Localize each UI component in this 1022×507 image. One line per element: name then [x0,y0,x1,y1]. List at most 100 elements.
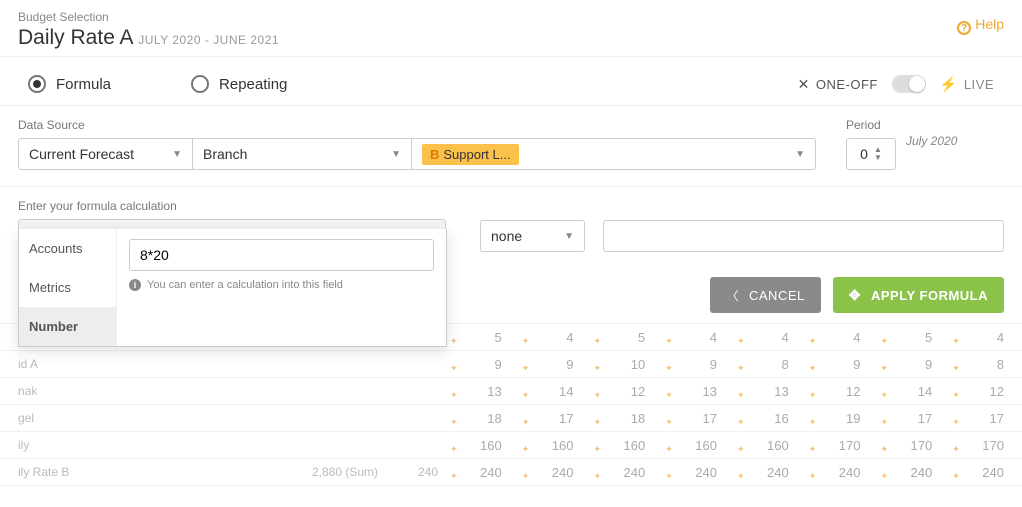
chevron-down-icon: ▼ [172,149,182,160]
popover-body: i You can enter a calculation into this … [117,229,446,346]
title-text: Daily Rate A [18,26,132,49]
period-value: 0 [860,146,868,162]
number-hint: i You can enter a calculation into this … [129,279,434,291]
forecast-value: Current Forecast [29,146,134,162]
operator-col: none ▼ [480,220,585,252]
table-row: nak1314121313121412 [0,378,1022,405]
table-row: ily160160160160160170170170 [0,432,1022,459]
chevron-down-icon: ▼ [564,231,574,242]
table-row: ily Rate B2,880 (Sum)2402402402402402402… [0,459,1022,486]
grid-cell: 170 [807,438,879,453]
title-range: JULY 2020 - JUNE 2021 [138,33,279,47]
row-cells: 54544454 [448,330,1022,345]
grid-cell: 19 [807,411,879,426]
radio-icon [28,75,46,93]
formula-section: Enter your formula calculation none ▼ Ac… [0,187,1022,259]
hint-text: You can enter a calculation into this fi… [147,279,343,291]
grid-cell: 160 [592,438,664,453]
grid-cell: 17 [520,411,592,426]
grid-cell: 160 [735,438,807,453]
radio-formula-label: Formula [56,76,111,93]
help-link[interactable]: ? Help [957,16,1004,35]
data-source-row: Data Source Current Forecast ▼ Branch ▼ … [0,106,1022,187]
period-label: Period [846,118,896,132]
live-toggle[interactable] [892,75,926,93]
apply-formula-button[interactable]: ✥ APPLY FORMULA [833,277,1004,313]
grid-cell: 170 [879,438,951,453]
radio-repeating[interactable]: Repeating [191,75,287,93]
search-popover: Accounts Metrics Number i You can enter … [18,229,447,347]
info-icon: i [129,279,141,291]
value-input[interactable] [603,220,1004,252]
branch-col: Branch ▼ [192,138,412,170]
live-label: ⚡ LIVE [940,76,994,93]
cancel-button[interactable]: 〈 CANCEL [710,277,820,313]
grid-cell: 9 [663,357,735,372]
page-title: Daily Rate A JULY 2020 - JUNE 2021 [18,26,1004,50]
one-off-label: ✕ ONE-OFF [798,76,878,93]
grid-cell: 14 [879,384,951,399]
row-left: ily [0,438,448,452]
grid-cell: 17 [950,411,1022,426]
grid-cell: 9 [448,357,520,372]
breadcrumb: Budget Selection [18,10,1004,24]
data-source-label: Data Source [18,118,193,132]
grid-cell: 240 [663,465,735,480]
grid-cell: 240 [520,465,592,480]
row-left: id A [0,357,448,371]
grid-cell: 160 [520,438,592,453]
row-left: ily Rate B2,880 (Sum)240 [0,465,448,479]
grid-cell: 4 [520,330,592,345]
row-cells: 1314121313121412 [448,384,1022,399]
row-left: gel [0,411,448,425]
tab-accounts[interactable]: Accounts [19,229,116,268]
grid-cell: 240 [950,465,1022,480]
grid-cell: 9 [807,357,879,372]
row-cells: 1817181716191717 [448,411,1022,426]
grid-cell: 9 [879,357,951,372]
tab-number[interactable]: Number [19,307,116,346]
grid-cell: 240 [735,465,807,480]
period-stepper[interactable]: 0 ▲▼ [846,138,896,170]
radio-repeating-label: Repeating [219,76,287,93]
grid-cell: 240 [807,465,879,480]
grid-cell: 13 [663,384,735,399]
grid-cell: 170 [950,438,1022,453]
grid-cell: 5 [448,330,520,345]
radio-icon [191,75,209,93]
branch-value: Branch [203,146,247,162]
grid-cell: 10 [592,357,664,372]
chevron-left-icon: 〈 [726,287,739,304]
grid-cell: 4 [735,330,807,345]
chevron-down-icon: ▼ [391,149,401,160]
grid-cell: 17 [879,411,951,426]
grid-cell: 240 [592,465,664,480]
grid-cell: 160 [448,438,520,453]
formula-label: Enter your formula calculation [18,199,1004,213]
grid-cell: 17 [663,411,735,426]
operator-select[interactable]: none ▼ [480,220,585,252]
grid-cell: 240 [448,465,520,480]
chevron-down-icon: ▼ [795,149,805,160]
number-input[interactable] [129,239,434,271]
forecast-select[interactable]: Current Forecast ▼ [18,138,193,170]
radio-formula[interactable]: Formula [28,75,111,93]
row-cells: 240240240240240240240240 [448,465,1022,480]
grid-cell: 8 [950,357,1022,372]
tab-metrics[interactable]: Metrics [19,268,116,307]
grid-cell: 14 [520,384,592,399]
branch-select[interactable]: Branch ▼ [192,138,412,170]
table-row: id A991098998 [0,351,1022,378]
data-source-col: Data Source Current Forecast ▼ [18,118,193,170]
stepper-icon: ▲▼ [874,146,882,162]
grid-cell: 18 [592,411,664,426]
branch-chip-select[interactable]: B Support L... ▼ [411,138,816,170]
help-label: Help [975,16,1004,32]
page-header: Budget Selection Daily Rate A JULY 2020 … [0,0,1022,57]
grid-cell: 9 [520,357,592,372]
help-icon: ? [957,21,971,35]
branch-chip: B Support L... [422,144,519,165]
chip-prefix: B [430,147,439,162]
grid-cell: 13 [448,384,520,399]
chip-label: Support L... [443,147,510,162]
